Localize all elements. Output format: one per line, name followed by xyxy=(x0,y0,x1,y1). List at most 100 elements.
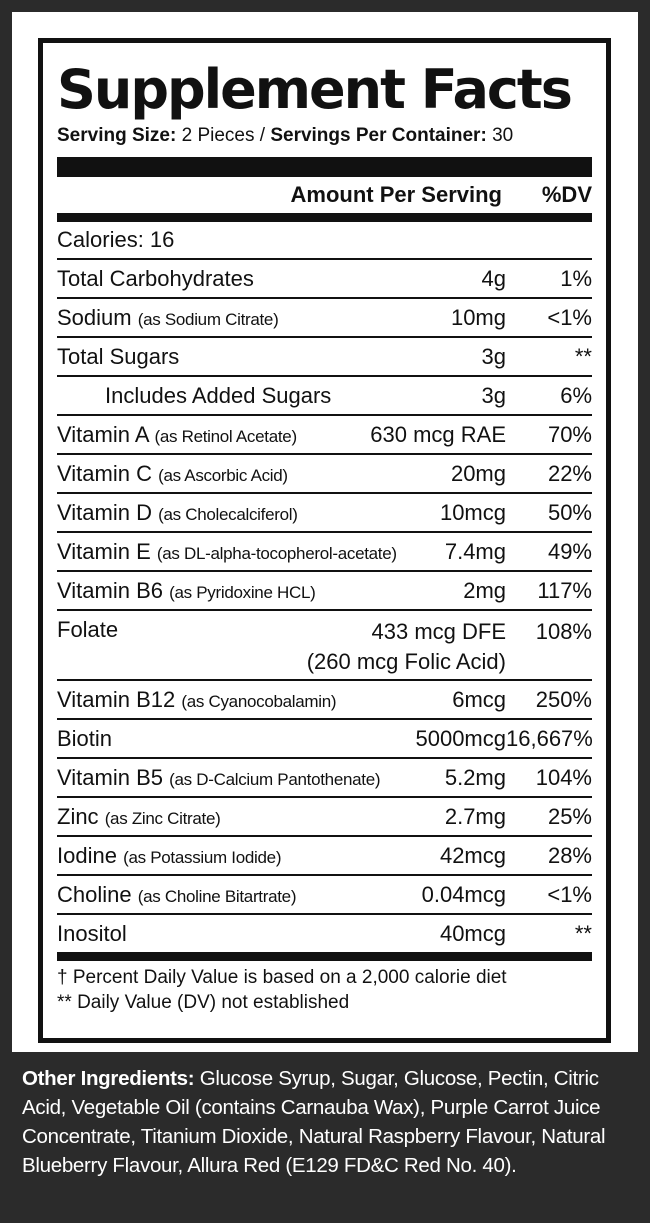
calories-row: Calories: 16 xyxy=(57,222,592,260)
nutrient-label: Iodine xyxy=(57,842,117,868)
nutrient-row: Vitamin E (as DL-alpha-tocopherol-acetat… xyxy=(57,533,592,572)
nutrient-dv: ** xyxy=(574,920,592,946)
nutrient-name: Zinc (as Zinc Citrate) xyxy=(57,804,445,830)
nutrient-dv: <1% xyxy=(547,881,592,907)
nutrient-source: (as Choline Bitartrate) xyxy=(137,886,297,906)
nutrient-dv: 25% xyxy=(547,803,592,829)
nutrient-list: Total Carbohydrates 4g 1% Sodium (as Sodium… xyxy=(57,260,593,954)
nutrient-amount: 3g xyxy=(481,343,506,369)
nutrient-name: Vitamin A (as Retinol Acetate) xyxy=(57,422,370,448)
nutrient-name: Vitamin C (as Ascorbic Acid) xyxy=(57,461,451,487)
nutrient-amount-secondary: (260 mcg Folic Acid) xyxy=(306,649,506,674)
nutrient-row: Choline (as Choline Bitartrate) 0.04mcg <1… xyxy=(57,876,592,915)
nutrient-dv: 22% xyxy=(547,460,592,486)
nutrient-name: Total Sugars xyxy=(57,344,482,370)
nutrient-name: Choline (as Choline Bitartrate) xyxy=(57,882,422,908)
nutrient-dv: 49% xyxy=(547,538,592,564)
thick-divider xyxy=(57,157,592,177)
nutrient-source: (as D-Calcium Pantothenate) xyxy=(169,769,381,789)
nutrient-row: Biotin 5000mcg 16,667% xyxy=(57,720,593,759)
nutrient-amount-primary: 433 mcg DFE xyxy=(371,619,507,644)
nutrient-name: Biotin xyxy=(57,726,415,752)
nutrient-dv: 104% xyxy=(535,764,592,790)
nutrient-row: Vitamin A (as Retinol Acetate) 630 mcg RA… xyxy=(57,416,592,455)
nutrient-name: Total Carbohydrates xyxy=(57,266,482,292)
header-divider xyxy=(57,213,592,222)
nutrient-amount: 630 mcg RAE xyxy=(370,421,506,447)
footer-divider xyxy=(57,952,592,961)
nutrient-row: Total Carbohydrates 4g 1% xyxy=(57,260,592,299)
nutrient-name: Sodium (as Sodium Citrate) xyxy=(57,305,451,331)
nutrient-dv: 117% xyxy=(537,577,592,603)
nutrient-source: (as Pyridoxine HCL) xyxy=(169,582,316,602)
nutrient-row: Vitamin B6 (as Pyridoxine HCL) 2mg 117% xyxy=(57,572,592,611)
nutrient-name: Vitamin B12 (as Cyanocobalamin) xyxy=(57,687,452,713)
nutrient-amount: 40mcg xyxy=(439,920,506,946)
dv-header: %DV xyxy=(541,182,592,207)
other-ingredients-label: Other Ingredients: xyxy=(22,1067,195,1090)
nutrient-label: Vitamin C xyxy=(57,460,152,486)
nutrient-name: Vitamin B5 (as D-Calcium Pantothenate) xyxy=(57,765,445,791)
nutrient-row: Inositol 40mcg ** xyxy=(57,915,592,954)
nutrient-name: Includes Added Sugars xyxy=(57,383,482,409)
nutrient-name: Folate xyxy=(57,617,307,643)
nutrient-label: Biotin xyxy=(57,725,113,751)
serving-size-label: Serving Size: xyxy=(57,125,177,146)
nutrient-row: Includes Added Sugars 3g 6% xyxy=(57,377,592,416)
nutrient-amount: 10mg xyxy=(450,304,506,330)
nutrient-source: (as Ascorbic Acid) xyxy=(158,465,288,485)
servings-per-container-label: Servings Per Container: xyxy=(270,125,487,146)
servings-per-container-value: 30 xyxy=(492,125,514,146)
nutrient-label: Choline xyxy=(57,881,132,907)
nutrient-source: (as Sodium Citrate) xyxy=(137,309,279,329)
nutrient-label: Vitamin D xyxy=(57,499,152,525)
nutrient-dv: 70% xyxy=(547,421,592,447)
nutrient-source: (as DL-alpha-tocopherol-acetate) xyxy=(156,543,397,563)
nutrient-name: Iodine (as Potassium Iodide) xyxy=(57,843,440,869)
nutrient-dv: 6% xyxy=(560,382,592,408)
calories-text: Calories: 16 xyxy=(57,227,175,252)
nutrient-dv: 250% xyxy=(535,686,592,712)
nutrient-label: Total Sugars xyxy=(57,343,180,369)
nutrient-name: Inositol xyxy=(57,921,440,947)
footnotes: † Percent Daily Value is based on a 2,00… xyxy=(57,965,592,1015)
nutrient-label: Total Carbohydrates xyxy=(57,265,254,291)
nutrient-label: Vitamin E xyxy=(57,538,151,564)
nutrient-dv: 16,667% xyxy=(506,725,593,751)
nutrient-dv: 28% xyxy=(547,842,592,868)
nutrient-row: Vitamin B5 (as D-Calcium Pantothenate) 5.… xyxy=(57,759,592,798)
column-header: Amount Per Serving %DV xyxy=(57,177,592,213)
nutrient-label: Inositol xyxy=(57,920,127,946)
nutrient-label: Sodium xyxy=(57,304,132,330)
nutrient-dv: 108% xyxy=(535,619,592,644)
amount-per-serving-header: Amount Per Serving xyxy=(290,182,502,207)
nutrient-dv: 50% xyxy=(547,499,592,525)
nutrient-amount: 433 mcg DFE (260 mcg Folic Acid) xyxy=(307,617,506,677)
nutrient-row: Vitamin B12 (as Cyanocobalamin) 6mcg 250% xyxy=(57,681,592,720)
nutrient-label: Folate xyxy=(57,617,119,642)
nutrient-source: (as Potassium Iodide) xyxy=(123,847,282,867)
nutrient-name: Vitamin D (as Cholecalciferol) xyxy=(57,500,440,526)
nutrient-row: Sodium (as Sodium Citrate) 10mg <1% xyxy=(57,299,592,338)
nutrient-row: Zinc (as Zinc Citrate) 2.7mg 25% xyxy=(57,798,592,837)
facts-title: Supplement Facts xyxy=(57,58,573,121)
nutrient-source: (as Zinc Citrate) xyxy=(104,808,221,828)
nutrient-amount: 20mg xyxy=(450,460,506,486)
nutrient-row: Total Sugars 3g ** xyxy=(57,338,592,377)
nutrient-amount: 5000mcg xyxy=(415,725,506,751)
nutrient-label: Zinc xyxy=(57,803,99,829)
nutrient-row: Iodine (as Potassium Iodide) 42mcg 28% xyxy=(57,837,592,876)
nutrient-label: Includes Added Sugars xyxy=(105,382,332,408)
nutrient-label: Vitamin B6 xyxy=(57,577,163,603)
nutrient-label: Vitamin B5 xyxy=(57,764,163,790)
nutrient-label: Vitamin B12 xyxy=(57,686,176,712)
nutrient-dv: 1% xyxy=(560,265,592,291)
nutrient-amount: 6mcg xyxy=(452,686,506,712)
nutrient-amount: 7.4mg xyxy=(444,538,506,564)
nutrient-amount: 3g xyxy=(481,382,506,408)
footnote-not-established: ** Daily Value (DV) not established xyxy=(57,992,350,1013)
nutrient-amount: 2.7mg xyxy=(444,803,506,829)
nutrient-source: (as Cholecalciferol) xyxy=(158,504,298,524)
nutrient-row: Vitamin D (as Cholecalciferol) 10mcg 50% xyxy=(57,494,592,533)
nutrient-amount: 10mcg xyxy=(439,499,506,525)
